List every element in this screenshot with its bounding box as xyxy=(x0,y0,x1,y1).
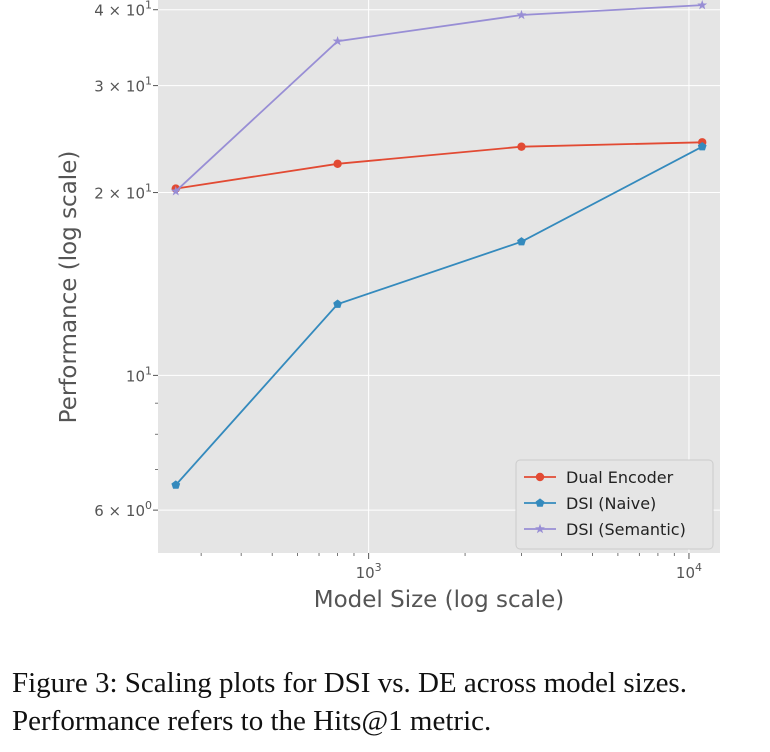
series-line-dual-encoder xyxy=(175,141,703,190)
legend-marker-dsi-semantic xyxy=(535,523,545,534)
series-layer xyxy=(170,0,708,489)
x-tick-label: 104 xyxy=(676,561,702,582)
data-point-dsi-semantic xyxy=(170,186,181,196)
legend-label-dsi-naive: DSI (Naive) xyxy=(566,494,656,513)
legend-label-dsi-semantic: DSI (Semantic) xyxy=(566,520,686,539)
series-line-dsi-naive xyxy=(175,145,703,486)
chart: 103 104 6 × 100 101 2 × 101 3 × 101 4 × 101 M… xyxy=(56,0,720,613)
data-point-dual-encoder xyxy=(517,142,526,151)
series-line-dsi-semantic xyxy=(175,4,703,192)
y-tick-label: 6 × 100 xyxy=(94,499,152,520)
x-tick-labels: 103 104 xyxy=(356,561,702,582)
data-point-dsi-naive xyxy=(517,237,526,246)
data-point-dsi-semantic xyxy=(332,35,343,46)
y-tick-label: 101 xyxy=(126,364,152,385)
legend-label-dual-encoder: Dual Encoder xyxy=(566,468,674,487)
legend-marker-dual-encoder xyxy=(535,472,545,482)
data-point-dsi-naive xyxy=(333,299,342,308)
data-point-dsi-naive xyxy=(697,142,707,151)
legend-box xyxy=(515,459,714,550)
minor-ticks xyxy=(155,402,675,556)
grid xyxy=(153,0,720,559)
legend: Dual Encoder DSI (Naive) DSI (Semantic) xyxy=(515,459,714,550)
data-point-dual-encoder xyxy=(333,159,342,169)
y-axis-label: Performance (log scale) xyxy=(56,151,82,424)
y-tick-labels: 6 × 100 101 2 × 101 3 × 101 4 × 101 xyxy=(94,0,152,520)
y-tick-label: 4 × 101 xyxy=(94,0,152,20)
y-tick-label: 2 × 101 xyxy=(94,182,152,203)
data-point-dsi-semantic xyxy=(697,0,708,10)
data-point-dsi-naive xyxy=(171,480,181,489)
x-axis-label: Model Size (log scale) xyxy=(314,587,564,613)
legend-marker-dsi-naive xyxy=(535,498,545,507)
figure-caption: Figure 3: Scaling plots for DSI vs. DE a… xyxy=(12,667,687,737)
x-tick-label: 103 xyxy=(356,561,382,582)
data-point-dsi-semantic xyxy=(516,9,527,20)
y-tick-label: 3 × 101 xyxy=(94,75,152,96)
